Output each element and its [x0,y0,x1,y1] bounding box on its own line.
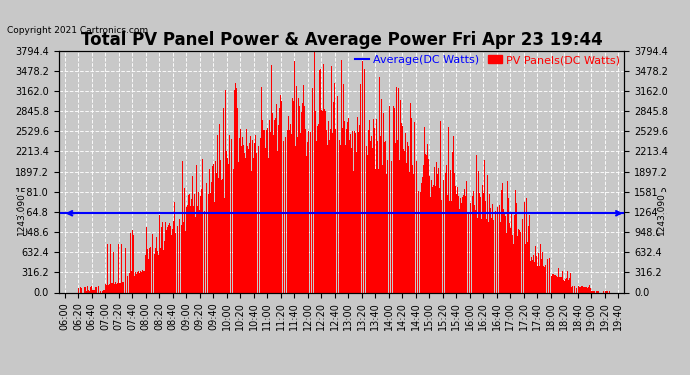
Text: 1243.090: 1243.090 [17,192,26,235]
Text: Copyright 2021 Cartronics.com: Copyright 2021 Cartronics.com [7,26,148,35]
Legend: Average(DC Watts), PV Panels(DC Watts): Average(DC Watts), PV Panels(DC Watts) [351,51,624,69]
Text: 1243.090: 1243.090 [657,192,666,235]
Title: Total PV Panel Power & Average Power Fri Apr 23 19:44: Total PV Panel Power & Average Power Fri… [81,31,602,49]
